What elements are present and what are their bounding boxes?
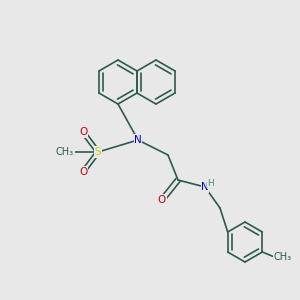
Text: O: O [158,195,166,205]
Text: CH₃: CH₃ [56,147,74,157]
Text: N: N [134,135,142,145]
Text: N: N [201,182,209,192]
Text: CH₃: CH₃ [273,252,291,262]
Text: O: O [79,167,87,177]
Text: O: O [79,127,87,137]
Text: S: S [95,147,101,157]
Text: H: H [208,179,214,188]
